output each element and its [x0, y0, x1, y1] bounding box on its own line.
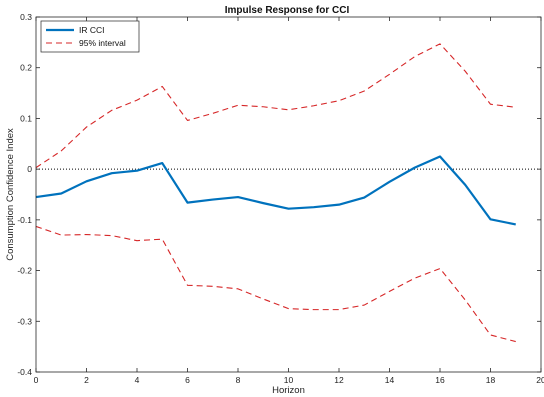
- plot-area: [36, 17, 541, 372]
- y-tick-label: 0.2: [20, 63, 32, 73]
- legend-box: [40, 20, 140, 53]
- x-tick-label: 4: [135, 375, 140, 385]
- series-lines: [35, 43, 516, 343]
- x-tick-label: 6: [185, 375, 190, 385]
- y-tick-label: 0: [27, 164, 32, 174]
- legend-label: IR CCI: [79, 25, 105, 35]
- y-tick-label: -0.4: [17, 367, 32, 377]
- legend-label: 95% interval: [79, 38, 126, 48]
- x-tick-label: 8: [236, 375, 241, 385]
- y-tick-label: -0.1: [17, 215, 32, 225]
- x-tick-label: 0: [34, 375, 39, 385]
- y-tick-label: 0.3: [20, 12, 32, 22]
- x-tick-label: 20: [536, 375, 544, 385]
- y-tick-label: -0.2: [17, 266, 32, 276]
- series-line-upper-interval: [35, 43, 516, 169]
- y-tick-label: 0.1: [20, 113, 32, 123]
- x-tick-label: 2: [84, 375, 89, 385]
- legend: IR CCI 95% interval: [40, 20, 140, 53]
- x-tick-label: 12: [334, 375, 344, 385]
- x-tick-label: 18: [486, 375, 496, 385]
- x-axis-label: Horizon: [272, 385, 305, 396]
- series-line-ir: [35, 155, 516, 226]
- x-tick-label: 16: [435, 375, 445, 385]
- y-tick-label: -0.3: [17, 316, 32, 326]
- y-axis-label: Consumption Confidence Index: [5, 128, 16, 261]
- axis-ticks: 0 2 4 6 8 10 12 14 16 18 20 -0.4 -0.3 -0.2 -0.1 0 0.1 0.2…: [17, 12, 544, 385]
- series-line-lower-interval: [35, 225, 516, 343]
- x-tick-label: 14: [385, 375, 395, 385]
- chart-title: Impulse Response for CCI: [225, 5, 350, 16]
- x-tick-label: 10: [284, 375, 294, 385]
